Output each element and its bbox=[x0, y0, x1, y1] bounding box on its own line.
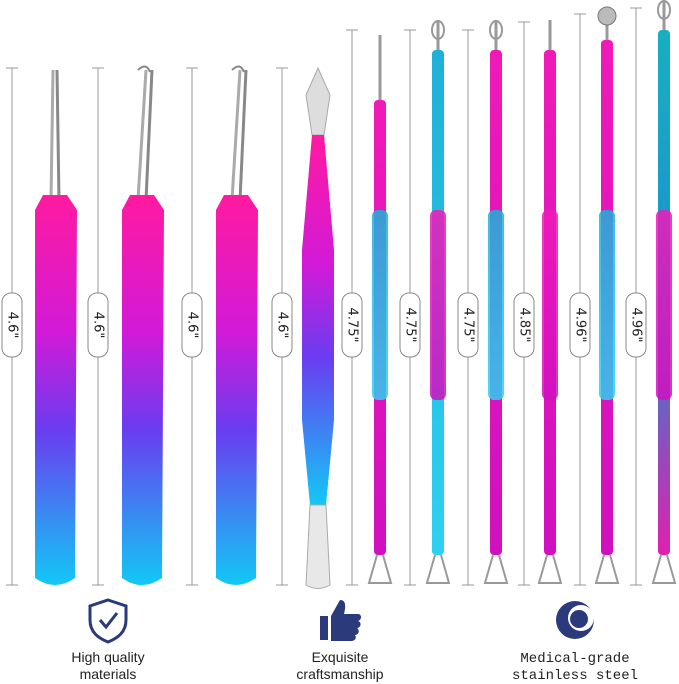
label-box bbox=[569, 292, 591, 358]
loop bbox=[305, 504, 331, 589]
measurement-label: 4.75" bbox=[461, 308, 476, 343]
loop-top bbox=[489, 20, 503, 40]
measurement-label: 4.75" bbox=[345, 308, 360, 343]
handle bbox=[35, 195, 77, 585]
label-box bbox=[399, 292, 421, 358]
measurement-label: 4.6" bbox=[185, 312, 200, 339]
measurement-label: 4.85" bbox=[517, 308, 532, 343]
loop-bottom bbox=[425, 554, 451, 584]
tip bbox=[136, 69, 148, 201]
label-box bbox=[181, 292, 203, 358]
measurement-label: 4.6" bbox=[5, 312, 20, 339]
tip-hook bbox=[231, 65, 245, 73]
feature-caption: Exquisite bbox=[312, 649, 369, 665]
feature-caption: materials bbox=[80, 666, 137, 682]
label-box bbox=[513, 292, 535, 358]
tip-hook bbox=[137, 65, 151, 73]
loop-bottom bbox=[651, 554, 677, 584]
tip bbox=[230, 69, 242, 201]
steel-icon bbox=[556, 601, 594, 639]
feature-caption: stainless steel bbox=[512, 668, 638, 684]
ball-top bbox=[597, 6, 617, 26]
grip bbox=[542, 210, 558, 400]
tweezers bbox=[122, 65, 164, 585]
measurement-label: 4.96" bbox=[573, 308, 588, 343]
handle bbox=[302, 135, 334, 505]
grip bbox=[599, 210, 615, 400]
extractor-tool bbox=[594, 6, 620, 584]
tweezers bbox=[216, 65, 258, 585]
handle bbox=[122, 195, 164, 585]
loop-top bbox=[657, 0, 671, 20]
grip bbox=[430, 210, 446, 400]
thumb-icon bbox=[320, 600, 361, 641]
extractor-tool bbox=[537, 20, 563, 584]
extractor-tool bbox=[483, 20, 509, 584]
grip bbox=[656, 210, 672, 400]
loop-top bbox=[431, 20, 445, 40]
feature-caption: craftsmanship bbox=[296, 666, 383, 682]
measurement-label: 4.6" bbox=[91, 312, 106, 339]
spatula bbox=[302, 66, 334, 589]
grip bbox=[372, 210, 388, 400]
measurement-label: 4.75" bbox=[403, 308, 418, 343]
label-box bbox=[341, 292, 363, 358]
feature-caption: High quality bbox=[71, 649, 144, 665]
loop-bottom bbox=[594, 554, 620, 584]
loop-bottom bbox=[367, 554, 393, 584]
blade bbox=[305, 66, 331, 136]
tip bbox=[55, 69, 61, 201]
measurement-label: 4.96" bbox=[629, 308, 644, 343]
label-box bbox=[271, 292, 293, 358]
feature-caption: Medical-grade bbox=[520, 651, 629, 667]
label-box bbox=[457, 292, 479, 358]
label-box bbox=[87, 292, 109, 358]
shield-icon bbox=[88, 598, 128, 644]
grip bbox=[488, 210, 504, 400]
extractor-tool bbox=[651, 0, 677, 584]
tweezers bbox=[35, 69, 77, 585]
tip bbox=[144, 69, 154, 201]
handle bbox=[216, 195, 258, 585]
tip bbox=[238, 69, 248, 201]
extractor-tool bbox=[425, 20, 451, 584]
measurement-label: 4.6" bbox=[275, 312, 290, 339]
extractor-tool bbox=[367, 35, 393, 584]
loop-bottom bbox=[483, 554, 509, 584]
label-box bbox=[1, 292, 23, 358]
loop-bottom bbox=[537, 554, 563, 584]
tip bbox=[49, 69, 55, 201]
label-box bbox=[625, 292, 647, 358]
